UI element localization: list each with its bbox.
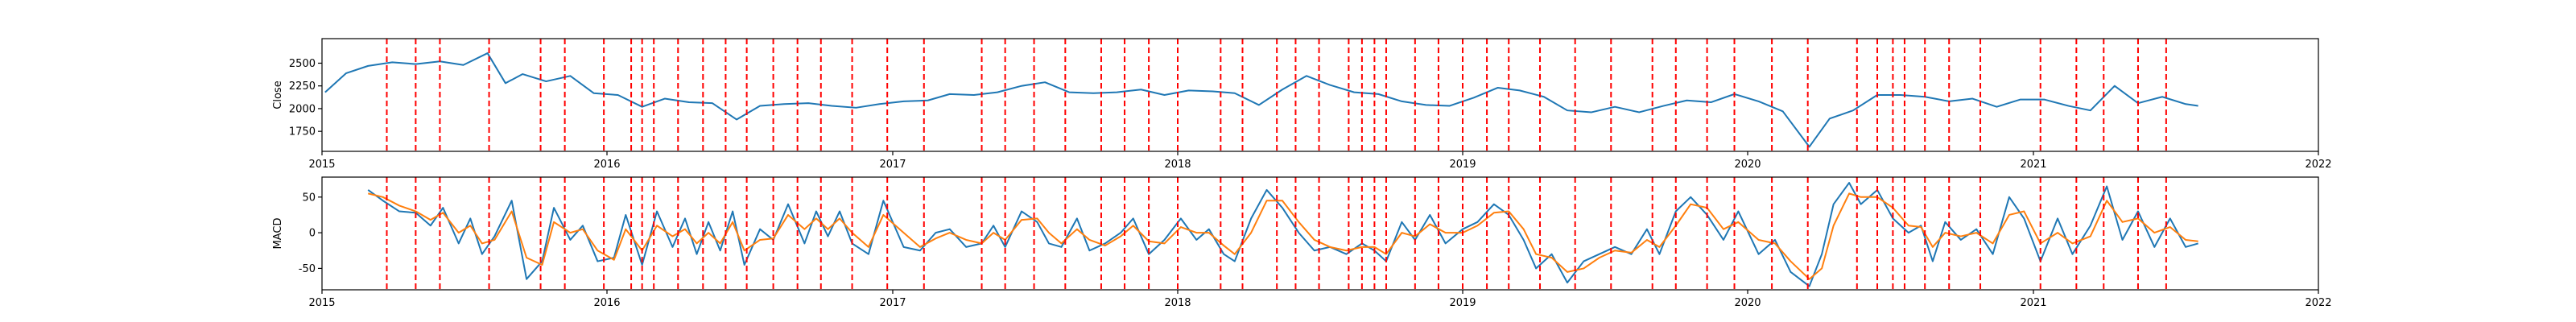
close-x-tick-label-1: 2016 [593, 159, 620, 171]
macd-x-tick-label-3: 2018 [1164, 297, 1191, 309]
macd-x-tick-label-2: 2017 [879, 297, 906, 309]
close-x-tick-label-4: 2019 [1449, 159, 1476, 171]
close-x-tick-label-3: 2018 [1164, 159, 1191, 171]
macd-y-axis-label: MACD [272, 218, 284, 250]
macd-x-tick-label-5: 2020 [1734, 297, 1761, 309]
close-x-tick-label-2: 2017 [879, 159, 906, 171]
macd-y-tick-label-1: 0 [309, 228, 316, 240]
close-y-tick-label-0: 1750 [289, 126, 316, 138]
macd-y-tick-label-0: -50 [299, 263, 316, 275]
close-series-line-0 [324, 52, 2198, 148]
close-y-axis-label: Close [272, 80, 284, 109]
close-price-panel: 2015 2016 2017 2018 2019 2020 2021 2022 1750 2000… [272, 38, 2332, 171]
macd-plot-frame [321, 176, 2319, 291]
macd-x-tick-label-6: 2021 [2020, 297, 2046, 309]
macd-x-tick-label-0: 2015 [308, 297, 335, 309]
macd-series-line-0 [367, 182, 2198, 287]
macd-x-tick-label-4: 2019 [1449, 297, 1476, 309]
close-x-tick-label-6: 2021 [2020, 159, 2046, 171]
macd-series-line-1 [367, 192, 2198, 280]
macd-x-tick-label-7: 2022 [2305, 297, 2331, 309]
close-plot-frame [321, 38, 2319, 152]
close-x-tick-label-7: 2022 [2305, 159, 2331, 171]
close-x-tick-label-0: 2015 [308, 159, 335, 171]
close-x-tick-label-5: 2020 [1734, 159, 1761, 171]
close-y-tick-label-3: 2500 [289, 58, 316, 70]
macd-y-tick-label-2: 50 [302, 192, 316, 204]
macd-x-tick-label-1: 2016 [593, 297, 620, 309]
close-y-tick-label-1: 2000 [289, 103, 316, 115]
macd-panel: 2015 2016 2017 2018 2019 2020 2021 2022 -50 0 50 MA… [272, 176, 2332, 309]
close-y-tick-label-2: 2250 [289, 80, 316, 93]
